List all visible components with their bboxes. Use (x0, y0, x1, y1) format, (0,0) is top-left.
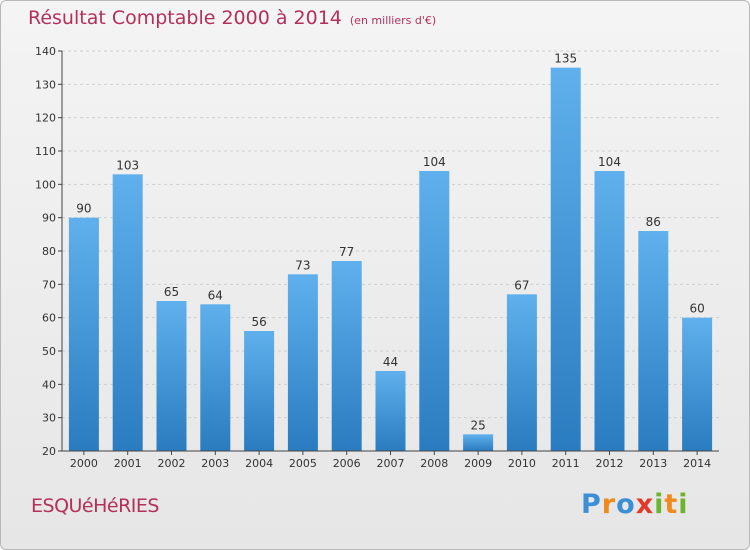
x-tick-label: 2006 (333, 457, 361, 470)
bar-2007 (375, 371, 406, 451)
chart-subtitle: (en milliers d'€) (349, 14, 437, 27)
bar-2004 (244, 331, 275, 451)
y-tick-label: 70 (42, 278, 56, 291)
bar-value-label: 65 (164, 285, 179, 299)
bar-2006 (331, 261, 362, 451)
bar-2005 (287, 274, 318, 451)
chart-title-text: Résultat Comptable 2000 à 2014 (28, 7, 342, 29)
y-tick-label: 50 (42, 345, 56, 358)
bar-2014 (682, 317, 713, 451)
bars (68, 67, 713, 452)
bar-2003 (200, 304, 231, 451)
city-name: ESQUéHéRIES (31, 495, 159, 517)
chart-title: Résultat Comptable 2000 à 2014 (en millie… (28, 7, 436, 29)
bar-value-label: 104 (598, 155, 621, 169)
x-tick-label: 2000 (70, 457, 98, 470)
bar-value-label: 73 (295, 258, 310, 272)
bar-2008 (419, 171, 450, 451)
x-tick-label: 2008 (420, 457, 448, 470)
x-tick-label: 2011 (552, 457, 580, 470)
bar-value-label: 60 (689, 302, 704, 316)
x-tick-label: 2010 (508, 457, 536, 470)
bar-2001 (112, 174, 143, 452)
bar-value-label: 64 (208, 288, 223, 302)
y-tick-label: 60 (42, 312, 56, 325)
bar-value-label: 86 (646, 215, 661, 229)
bar-value-label: 56 (251, 315, 266, 329)
logo-letter: i (678, 489, 689, 520)
bar-value-label: 25 (470, 418, 485, 432)
logo-letter: i (654, 489, 665, 520)
bar-value-label: 135 (554, 52, 577, 66)
labels: 20 30 40 50 60 70 80 90 100 110 120 130 140 90 2000 103… (35, 45, 711, 470)
bar-2000 (68, 217, 99, 451)
bar-2010 (506, 294, 537, 451)
y-tick-label: 90 (42, 212, 56, 225)
y-tick-label: 20 (42, 445, 56, 458)
bar-2012 (594, 171, 625, 451)
logo-letter: t (664, 489, 679, 520)
bar-2009 (463, 434, 494, 451)
bar-2011 (550, 67, 581, 452)
y-tick-label: 30 (42, 412, 56, 425)
logo-letter: o (616, 489, 636, 520)
y-tick-label: 40 (42, 378, 56, 391)
y-tick-label: 130 (35, 78, 56, 91)
bar-2013 (638, 231, 669, 451)
proxiti-logo: Proxiti (581, 489, 689, 520)
x-tick-label: 2009 (464, 457, 492, 470)
y-tick-label: 110 (35, 145, 56, 158)
y-tick-label: 120 (35, 112, 56, 125)
bar-value-label: 103 (116, 158, 139, 172)
y-tick-label: 140 (35, 45, 56, 58)
bar-value-label: 104 (423, 155, 446, 169)
x-tick-label: 2007 (377, 457, 405, 470)
x-tick-label: 2004 (245, 457, 273, 470)
x-tick-label: 2005 (289, 457, 317, 470)
bar-value-label: 77 (339, 245, 354, 259)
bar-2002 (156, 301, 187, 451)
x-tick-label: 2001 (114, 457, 142, 470)
x-tick-label: 2002 (158, 457, 186, 470)
logo-letter: x (635, 489, 655, 520)
logo-letter: r (601, 489, 617, 520)
logo-letter: P (581, 489, 602, 520)
x-tick-label: 2013 (639, 457, 667, 470)
x-tick-label: 2014 (683, 457, 711, 470)
bar-value-label: 44 (383, 355, 398, 369)
y-tick-label: 100 (35, 178, 56, 191)
axes (58, 50, 719, 455)
x-tick-label: 2012 (596, 457, 624, 470)
x-tick-label: 2003 (201, 457, 229, 470)
bar-value-label: 90 (76, 202, 91, 216)
y-tick-label: 80 (42, 245, 56, 258)
bar-value-label: 67 (514, 278, 529, 292)
